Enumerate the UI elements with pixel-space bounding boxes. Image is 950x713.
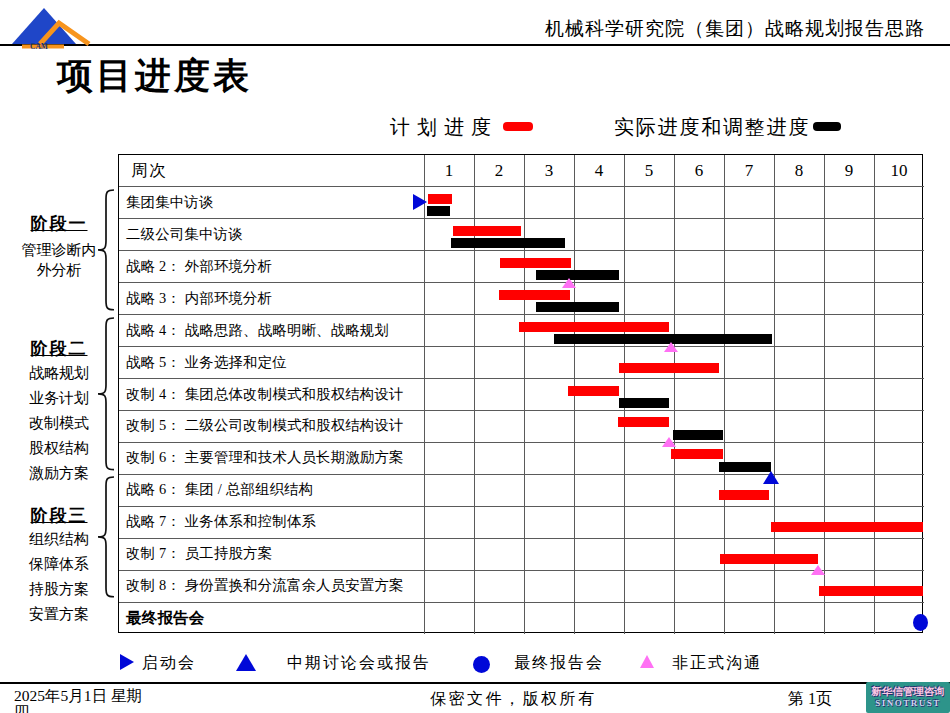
row-label: 战略 7： 业务体系和控制体系 (126, 506, 316, 538)
row-label: 改制 4： 集团总体改制模式和股权结构设计 (126, 379, 404, 411)
grid-line-v (424, 155, 425, 634)
sinotrust-logo: 新华信管理咨询 SINOTRUST (866, 682, 950, 713)
week-number: 7 (724, 155, 774, 187)
week-number: 1 (424, 155, 474, 187)
informal-marker-icon (662, 437, 676, 447)
stage-line: 组织结构 (0, 532, 118, 547)
gantt-bar-actual (554, 334, 772, 344)
row-label: 战略 2： 外部环境分析 (126, 251, 272, 283)
legend-planned-swatch (503, 122, 533, 131)
logo-text: CAM (30, 42, 48, 51)
stage-line: 股权结构 (0, 441, 118, 456)
gantt-bar-planned (619, 363, 719, 373)
legend-planned-label: 计划进度 (390, 117, 498, 137)
row-label: 改制 8： 身份置换和分流富余人员安置方案 (126, 570, 404, 602)
week-number: 2 (474, 155, 524, 187)
stage-line: 管理诊断内 (0, 243, 118, 258)
grid-line-v (874, 155, 875, 634)
row-label: 战略 6： 集团 / 总部组织结构 (126, 474, 313, 506)
grid-line-v (624, 155, 625, 634)
row-label: 改制 6： 主要管理和技术人员长期激励方案 (126, 442, 404, 474)
start-triangle-icon (120, 654, 134, 670)
gantt-bar-actual (673, 430, 723, 440)
row-label: 战略 4： 战略思路、战略明晰、战略规划 (126, 315, 389, 347)
company-logo: CAM (8, 2, 103, 52)
row-label: 改制 7： 员工持股方案 (126, 538, 272, 570)
week-number: 5 (624, 155, 674, 187)
stage-line: 持股方案 (0, 582, 118, 597)
footer-page-number: 第 1页 (788, 690, 832, 708)
gantt-bar-planned (819, 586, 923, 596)
gantt-bar-planned (771, 522, 923, 532)
row-label: 集团集中访谈 (126, 187, 214, 219)
gantt-bar-planned (719, 490, 769, 500)
stage-title: 阶段三 (0, 507, 118, 524)
row-label: 改制 5： 二级公司改制模式和股权结构设计 (126, 410, 404, 442)
week-number: 10 (874, 155, 924, 187)
week-number: 9 (824, 155, 874, 187)
gantt-bar-planned (618, 417, 669, 427)
row-label: 战略 3： 内部环境分析 (126, 283, 272, 315)
milestone-marker-icon (763, 471, 779, 484)
page-title: 项目进度表 (57, 58, 252, 96)
legend-final-label: 最终报告会 (514, 654, 604, 672)
legend-actual-label: 实际进度和调整进度 (614, 117, 810, 137)
final-marker-icon (913, 614, 928, 631)
gantt-bar-actual (451, 238, 565, 248)
stage-line: 战略规划 (0, 366, 118, 381)
footer-confidential: 保密文件，版权所有 (430, 690, 597, 708)
week-number: 3 (524, 155, 574, 187)
week-header-label: 周次 (131, 155, 168, 187)
gantt-bar-planned (428, 194, 452, 204)
stage-line: 外分析 (0, 263, 118, 278)
informal-marker-icon (811, 565, 825, 575)
informal-marker-icon (664, 342, 678, 352)
stage-line: 保障体系 (0, 557, 118, 572)
grid-line-v (674, 155, 675, 634)
legend-actual-swatch (813, 122, 841, 131)
row-label: 二级公司集中访谈 (126, 219, 243, 251)
gantt-bar-actual (427, 206, 450, 216)
sinotrust-logo-cn: 新华信管理咨询 (866, 682, 950, 698)
gantt-bar-actual (536, 270, 619, 280)
start-marker-icon (413, 194, 427, 210)
row-label: 战略 5： 业务选择和定位 (126, 347, 287, 379)
gantt-bar-planned (453, 226, 521, 236)
gantt-bar-planned (720, 554, 818, 564)
gantt-bar-actual (619, 398, 669, 408)
informal-triangle-icon (640, 655, 654, 668)
legend-informal-label: 非正式沟通 (672, 654, 762, 672)
gantt-bar-planned (519, 322, 669, 332)
stage-title: 阶段一 (0, 215, 118, 232)
gantt-table: 周次12345678910集团集中访谈二级公司集中访谈战略 2： 外部环境分析战… (118, 154, 923, 633)
header-title: 机械科学研究院（集团）战略规划报告思路 (545, 19, 925, 38)
stage-title: 阶段二 (0, 340, 118, 357)
gantt-bar-planned (568, 386, 619, 396)
stage-line: 安置方案 (0, 607, 118, 622)
grid-line-v (824, 155, 825, 634)
gantt-bar-planned (499, 290, 570, 300)
week-number: 8 (774, 155, 824, 187)
stage-line: 业务计划 (0, 391, 118, 406)
mid-triangle-icon (236, 654, 256, 671)
header-rule (0, 44, 950, 46)
final-circle-icon (473, 656, 490, 673)
sinotrust-logo-en: SINOTRUST (866, 698, 950, 709)
informal-marker-icon (562, 278, 576, 288)
legend-mid-label: 中期讨论会或报告 (287, 654, 431, 672)
gantt-bar-planned (500, 258, 571, 268)
grid-line-v (524, 155, 525, 634)
week-number: 4 (574, 155, 624, 187)
stage-line: 改制模式 (0, 416, 118, 431)
footer-date: 2025年5月1日 星期四 (14, 688, 148, 713)
legend-start-label: 启动会 (142, 654, 196, 672)
footer-rule (0, 682, 950, 684)
row-label: 最终报告会 (126, 602, 205, 634)
gantt-bar-planned (671, 449, 723, 459)
gantt-bar-actual (536, 302, 619, 312)
week-number: 6 (674, 155, 724, 187)
